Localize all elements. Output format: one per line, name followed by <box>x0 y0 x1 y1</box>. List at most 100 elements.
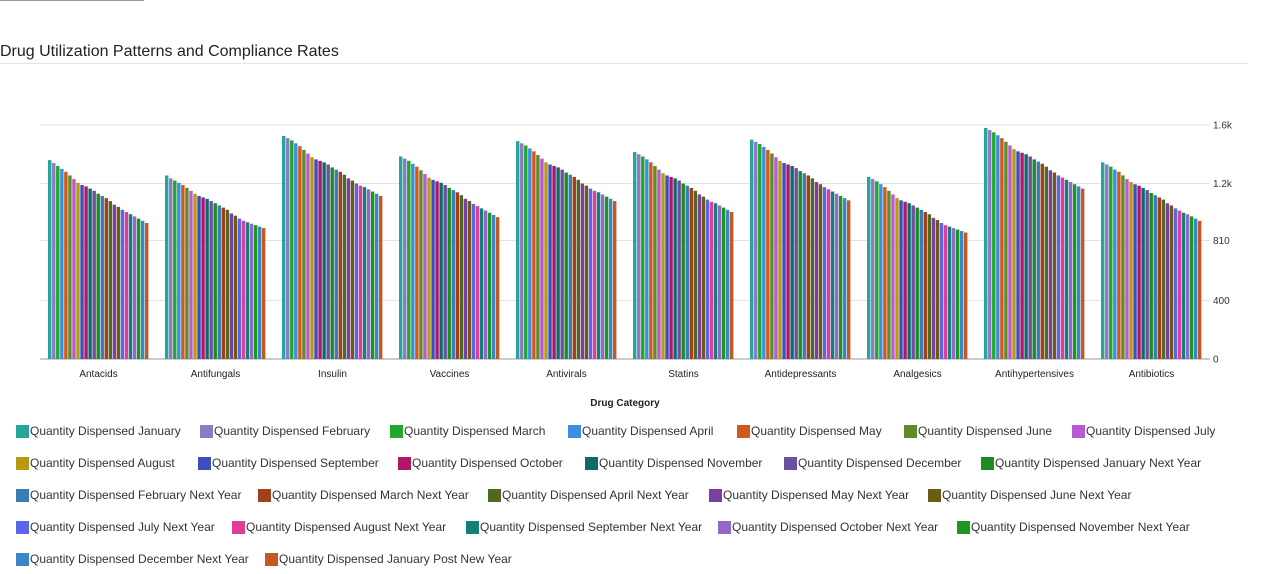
bar: Quantity Dispensed November: 1170 <box>1141 187 1145 359</box>
bar: Quantity Dispensed December Next Year: 8… <box>959 231 964 359</box>
bar: Quantity Dispensed December Next Year: 1… <box>374 193 379 359</box>
bar: Quantity Dispensed August: 1355 <box>778 160 782 359</box>
bar: Quantity Dispensed October Next Year: 92… <box>249 223 254 359</box>
legend-item[interactable]: Quantity Dispensed January Post New Year <box>265 550 512 568</box>
bar: Quantity Dispensed September Next Year: … <box>713 203 718 359</box>
legend-item[interactable]: Quantity Dispensed March Next Year <box>258 486 469 504</box>
bar: Quantity Dispensed May Next Year: 965 <box>931 217 936 359</box>
bar: Quantity Dispensed May Next Year: 1095 <box>463 198 468 359</box>
bar: Quantity Dispensed December Next Year: 1… <box>842 198 847 359</box>
bar: Quantity Dispensed November: 1310 <box>556 167 560 359</box>
legend-item[interactable]: Quantity Dispensed February <box>200 422 370 440</box>
legend-label: Quantity Dispensed July <box>1086 424 1216 438</box>
bar: Quantity Dispensed May: 1510 <box>1000 138 1004 359</box>
x-tick-label: Analgesics <box>893 369 941 380</box>
legend-item[interactable]: Quantity Dispensed November Next Year <box>957 518 1190 536</box>
bar: Quantity Dispensed July Next Year: 1255 <box>1056 175 1061 359</box>
bar: Quantity Dispensed August Next Year: 915 <box>943 225 948 359</box>
legend-item[interactable]: Quantity Dispensed November <box>585 454 762 472</box>
bar: Quantity Dispensed April: 1205 <box>177 182 181 359</box>
bar: Quantity Dispensed July: 1150 <box>189 190 193 359</box>
bar: Quantity Dispensed July Next Year: 930 <box>939 222 944 359</box>
bar: Quantity Dispensed May: 1345 <box>649 162 653 359</box>
legend-label: Quantity Dispensed January <box>30 424 181 438</box>
legend-swatch <box>718 520 731 534</box>
bar: Quantity Dispensed May Next Year: 1065 <box>1165 203 1170 359</box>
bar: Quantity Dispensed June: 1320 <box>653 165 657 359</box>
bar: Quantity Dispensed November Next Year: 1… <box>838 195 843 359</box>
bar: Quantity Dispensed September Next Year: … <box>596 192 601 359</box>
bar: Quantity Dispensed June: 1255 <box>68 175 72 359</box>
bar: Quantity Dispensed January Next Year: 13… <box>1032 159 1036 359</box>
bar: Quantity Dispensed May: 1190 <box>181 184 185 359</box>
bar: Quantity Dispensed March Next Year: 1140 <box>455 192 459 359</box>
legend-item[interactable]: Quantity Dispensed October Next Year <box>718 518 938 536</box>
bar: Quantity Dispensed February Next Year: 1… <box>451 190 455 359</box>
bar: Quantity Dispensed July Next Year: 1175 <box>822 187 827 359</box>
title-divider <box>0 63 1247 64</box>
legend-swatch <box>957 520 970 534</box>
bar: Quantity Dispensed October Next Year: 10… <box>483 210 488 359</box>
legend-item[interactable]: Quantity Dispensed April <box>568 422 713 440</box>
bar: Quantity Dispensed December Next Year: 9… <box>257 226 262 359</box>
legend-swatch <box>466 520 479 534</box>
legend-item[interactable]: Quantity Dispensed July <box>1072 422 1215 440</box>
bar: Quantity Dispensed November: 1165 <box>88 188 92 359</box>
legend-item[interactable]: Quantity Dispensed September <box>198 454 379 472</box>
bar: Quantity Dispensed April Next Year: 1225 <box>576 179 581 359</box>
legend-item[interactable]: Quantity Dispensed April Next Year <box>488 486 689 504</box>
bar: Quantity Dispensed February Next Year: 1… <box>334 169 338 359</box>
bar: Quantity Dispensed June Next Year: 1050 <box>1169 205 1174 359</box>
legend-label: Quantity Dispensed August <box>30 456 175 470</box>
legend-item[interactable]: Quantity Dispensed September Next Year <box>466 518 702 536</box>
bar: Quantity Dispensed October Next Year: 97… <box>132 216 137 359</box>
x-tick-label: Vaccines <box>430 369 470 380</box>
bar: Quantity Dispensed July: 1380 <box>774 157 778 359</box>
bar: Quantity Dispensed December: 1190 <box>443 184 447 359</box>
legend-item[interactable]: Quantity Dispensed July Next Year <box>16 518 215 536</box>
bar: Quantity Dispensed June: 1430 <box>302 149 306 359</box>
legend-item[interactable]: Quantity Dispensed May Next Year <box>709 486 909 504</box>
bar: Quantity Dispensed January Next Year: 10… <box>213 203 217 359</box>
legend-item[interactable]: Quantity Dispensed December Next Year <box>16 550 249 568</box>
legend-item[interactable]: Quantity Dispensed January <box>16 422 181 440</box>
bar: Quantity Dispensed January Post New Year… <box>612 201 617 359</box>
bar: Quantity Dispensed February: 1340 <box>52 163 56 359</box>
legend-item[interactable]: Quantity Dispensed May <box>737 422 882 440</box>
legend-label: Quantity Dispensed October Next Year <box>732 520 939 534</box>
bar: Quantity Dispensed November Next Year: 1… <box>1072 184 1077 359</box>
legend-item[interactable]: Quantity Dispensed August <box>16 454 175 472</box>
bar: Quantity Dispensed October: 1355 <box>318 160 322 359</box>
bar: Quantity Dispensed May: 1420 <box>532 151 536 359</box>
legend-swatch <box>488 488 501 502</box>
legend-item[interactable]: Quantity Dispensed December <box>784 454 961 472</box>
bar: Quantity Dispensed August Next Year: 116… <box>826 189 831 359</box>
bar: Quantity Dispensed March: 1215 <box>875 181 879 359</box>
bar: Quantity Dispensed September: 1190 <box>80 184 84 359</box>
bar: Quantity Dispensed January Post New Year… <box>495 217 500 359</box>
legend-item[interactable]: Quantity Dispensed October <box>398 454 563 472</box>
bar: Quantity Dispensed August Next Year: 101… <box>1177 210 1182 359</box>
bar: Quantity Dispensed July Next Year: 1030 <box>1173 208 1178 359</box>
bar: Quantity Dispensed September Next Year: … <box>362 187 367 359</box>
bar: Quantity Dispensed October Next Year: 89… <box>951 228 956 359</box>
bar: Quantity Dispensed December: 1305 <box>794 168 798 359</box>
bar: Quantity Dispensed September Next Year: … <box>1064 179 1069 359</box>
legend-item[interactable]: Quantity Dispensed January Next Year <box>981 454 1201 472</box>
legend-label: Quantity Dispensed January Post New Year <box>279 552 512 566</box>
legend-item[interactable]: Quantity Dispensed August Next Year <box>232 518 446 536</box>
legend-label: Quantity Dispensed January Next Year <box>995 456 1202 470</box>
legend-item[interactable]: Quantity Dispensed February Next Year <box>16 486 241 504</box>
bar: Quantity Dispensed July: 1265 <box>423 173 427 359</box>
legend-item[interactable]: Quantity Dispensed June Next Year <box>928 486 1131 504</box>
legend-swatch <box>737 424 750 438</box>
legend-item[interactable]: Quantity Dispensed June <box>904 422 1052 440</box>
legend-item[interactable]: Quantity Dispensed March <box>390 422 545 440</box>
bar: Quantity Dispensed June Next Year: 1220 <box>350 180 355 359</box>
bar: Quantity Dispensed May: 1315 <box>415 166 419 359</box>
bar: Quantity Dispensed September Next Year: … <box>1181 212 1186 359</box>
bar: Quantity Dispensed February Next Year: 1… <box>685 185 689 359</box>
bar: Quantity Dispensed August Next Year: 115… <box>592 190 597 359</box>
bar: Quantity Dispensed August: 1130 <box>193 193 197 359</box>
legend-swatch <box>16 552 29 566</box>
